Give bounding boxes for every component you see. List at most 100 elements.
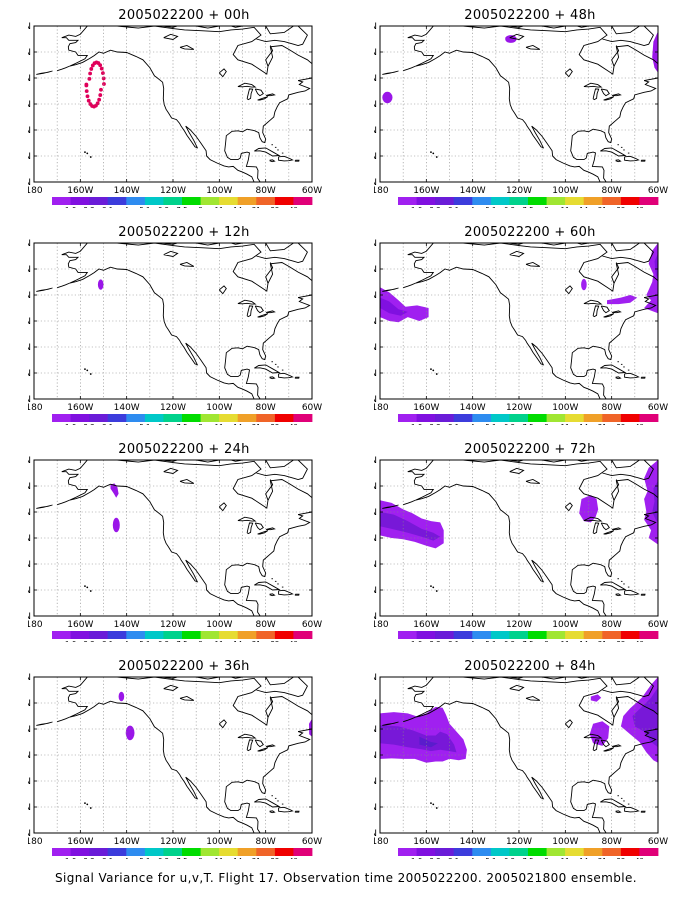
colorbar-label: 6.3 xyxy=(158,857,169,859)
colorbar-swatch xyxy=(398,414,417,422)
lat-tick-label: 10N xyxy=(374,178,377,188)
lon-tick-label: 120W xyxy=(506,620,532,630)
colorbar-swatch xyxy=(293,631,313,639)
lon-tick-label: 160W xyxy=(67,620,93,630)
signal-dot xyxy=(86,98,91,103)
lat-tick-label: 30N xyxy=(374,126,377,136)
lat-tick-label: 40N xyxy=(28,317,31,327)
lon-tick-label: 60W xyxy=(302,186,322,196)
colorbar-label: 9 xyxy=(544,640,548,642)
lon-tick-label: 140W xyxy=(460,620,486,630)
lon-tick-label: 100W xyxy=(206,620,232,630)
signal-dot xyxy=(102,82,106,86)
colorbar-swatch xyxy=(509,848,529,856)
colorbar-swatch xyxy=(89,631,109,639)
colorbar-swatch xyxy=(453,197,473,205)
lat-tick-label: 30N xyxy=(374,560,377,570)
lon-tick-label: 120W xyxy=(160,186,186,196)
colorbar-swatch xyxy=(237,848,257,856)
colorbar-swatch xyxy=(182,848,201,856)
map-panel-00h: 2005022200 + 00h 70N 60N 50N 40N 30N 20N 10N180… xyxy=(28,8,334,218)
colorbar-label: 40 xyxy=(635,857,644,859)
signal-blob xyxy=(382,91,393,104)
lat-tick-label: 30N xyxy=(28,777,31,787)
signal-dot xyxy=(99,66,104,71)
signal-blob xyxy=(607,295,638,305)
colorbar-swatch xyxy=(416,414,436,422)
colorbar-swatch xyxy=(182,414,201,422)
colorbar-label: 2.2 xyxy=(430,423,441,425)
world-coastline-map-icon xyxy=(382,243,658,399)
colorbar-swatch xyxy=(620,197,640,205)
colorbar-label: 6.3 xyxy=(504,423,515,425)
colorbar-label: 5.1 xyxy=(139,206,150,208)
colorbar-swatch xyxy=(107,197,127,205)
colorbar-swatch xyxy=(453,414,473,422)
lon-tick-label: 140W xyxy=(460,837,486,847)
lon-tick-label: 160W xyxy=(413,403,439,413)
colorbar-swatch xyxy=(509,414,529,422)
colorbar-swatch xyxy=(435,414,455,422)
colorbar-swatch xyxy=(602,848,622,856)
signal-layer xyxy=(118,691,312,741)
signal-blob xyxy=(125,725,135,741)
colorbar-swatch xyxy=(293,848,313,856)
signal-blob xyxy=(380,512,441,541)
lat-tick-label: 70N xyxy=(28,22,31,32)
colorbar-swatch xyxy=(398,631,417,639)
map-svg: 70N 60N 50N 40N 30N 20N 10N180 160W 140W 120W 100W… xyxy=(28,673,322,859)
lat-tick-label: 10N xyxy=(374,395,377,405)
lon-tick-label: 180 xyxy=(28,620,43,630)
colorbar-swatch xyxy=(546,197,566,205)
signal-blob xyxy=(589,721,610,746)
lat-tick-label: 20N xyxy=(374,369,377,379)
lon-tick-label: 140W xyxy=(460,403,486,413)
lon-tick-label: 100W xyxy=(552,403,578,413)
figure-caption: Signal Variance for u,v,T. Flight 17. Ob… xyxy=(55,871,637,885)
panel-title: 2005022200 + 60h xyxy=(464,225,596,240)
lon-tick-label: 160W xyxy=(67,403,93,413)
colorbar-swatch xyxy=(509,197,529,205)
colorbar-label: 7.5 xyxy=(522,640,533,642)
colorbar-swatch xyxy=(583,197,603,205)
map-svg: 70N 60N 50N 40N 30N 20N 10N180 160W 140W 120W 100W… xyxy=(374,456,668,642)
signal-dot xyxy=(101,76,106,81)
colorbar-label: 9 xyxy=(198,640,202,642)
signal-blob xyxy=(118,691,125,702)
colorbar-label: 7.5 xyxy=(176,857,187,859)
lon-tick-label: 80W xyxy=(255,403,275,413)
colorbar-swatch xyxy=(528,848,547,856)
colorbar-label: 1.6 xyxy=(65,857,77,859)
colorbar-label: 2.2 xyxy=(84,640,95,642)
lon-tick-label: 120W xyxy=(506,186,532,196)
lat-tick-label: 30N xyxy=(374,777,377,787)
lon-tick-label: 140W xyxy=(460,186,486,196)
colorbar-label: 11 xyxy=(215,206,224,208)
panel-title: 2005022200 + 24h xyxy=(118,442,250,457)
lon-tick-label: 80W xyxy=(255,837,275,847)
lat-tick-label: 70N xyxy=(374,22,377,32)
colorbar-label: 21 xyxy=(252,640,261,642)
colorbar-label: 9 xyxy=(544,857,548,859)
lon-tick-label: 100W xyxy=(552,837,578,847)
signal-dot xyxy=(98,63,103,68)
colorbar-label: 9 xyxy=(544,206,548,208)
lon-tick-label: 180 xyxy=(28,403,43,413)
colorbar-label: 3.1 xyxy=(102,640,113,642)
signal-dot xyxy=(87,76,92,81)
colorbar-swatch xyxy=(144,631,164,639)
signal-blob xyxy=(112,517,120,533)
lat-tick-label: 50N xyxy=(374,725,377,735)
lon-tick-label: 60W xyxy=(648,620,668,630)
colorbar-label: 1.6 xyxy=(65,640,77,642)
colorbar-label: 5.1 xyxy=(139,857,150,859)
colorbar-swatch xyxy=(219,848,239,856)
lon-tick-label: 100W xyxy=(206,837,232,847)
lat-tick-label: 20N xyxy=(28,586,31,596)
colorbar-swatch xyxy=(274,631,294,639)
lat-tick-label: 60N xyxy=(28,699,31,709)
colorbar-swatch xyxy=(182,631,201,639)
lat-tick-label: 50N xyxy=(374,291,377,301)
colorbar-swatch xyxy=(565,414,585,422)
colorbar-swatch xyxy=(472,197,492,205)
